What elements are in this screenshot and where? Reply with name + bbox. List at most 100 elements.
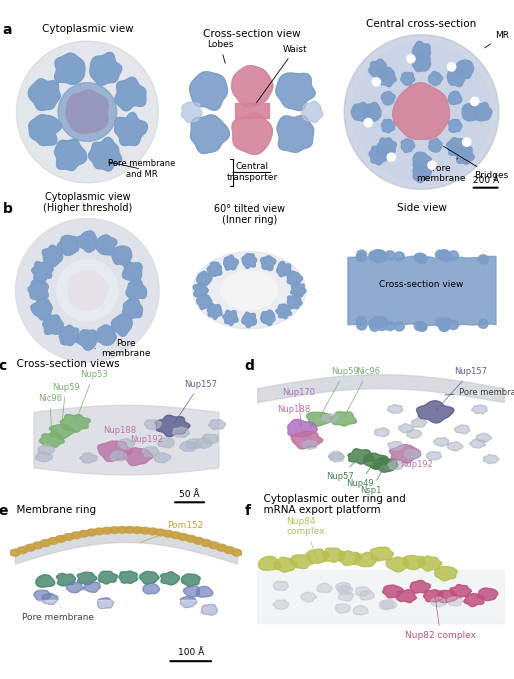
Polygon shape — [123, 448, 153, 466]
Polygon shape — [28, 280, 48, 300]
Polygon shape — [274, 557, 298, 572]
Polygon shape — [290, 555, 314, 569]
Polygon shape — [338, 591, 354, 601]
Polygon shape — [375, 428, 389, 437]
Polygon shape — [386, 557, 409, 572]
Polygon shape — [388, 405, 403, 414]
Polygon shape — [276, 73, 315, 111]
Polygon shape — [288, 420, 317, 437]
Polygon shape — [122, 299, 142, 318]
Polygon shape — [478, 588, 498, 601]
Circle shape — [369, 251, 379, 260]
Polygon shape — [431, 597, 446, 607]
Polygon shape — [331, 411, 357, 426]
Polygon shape — [15, 219, 159, 362]
Circle shape — [394, 252, 405, 261]
Circle shape — [387, 153, 395, 162]
Text: Cross-section view: Cross-section view — [379, 280, 464, 289]
Polygon shape — [401, 139, 415, 152]
Polygon shape — [287, 294, 302, 309]
Circle shape — [416, 253, 426, 263]
Polygon shape — [448, 597, 463, 606]
Polygon shape — [413, 152, 431, 171]
Polygon shape — [407, 429, 421, 438]
Circle shape — [94, 528, 104, 535]
Circle shape — [428, 161, 436, 169]
Circle shape — [439, 322, 450, 331]
Polygon shape — [195, 439, 212, 448]
Polygon shape — [381, 92, 395, 105]
Polygon shape — [336, 583, 351, 592]
Text: Nup59: Nup59 — [320, 367, 359, 416]
Circle shape — [478, 255, 488, 264]
Polygon shape — [76, 330, 97, 350]
Polygon shape — [353, 606, 368, 615]
Polygon shape — [383, 585, 403, 598]
Polygon shape — [203, 434, 218, 444]
Circle shape — [417, 255, 427, 263]
Polygon shape — [363, 103, 381, 121]
Circle shape — [439, 250, 450, 259]
Polygon shape — [57, 260, 118, 320]
Circle shape — [357, 321, 366, 330]
Polygon shape — [388, 441, 403, 450]
Polygon shape — [54, 53, 85, 84]
Circle shape — [373, 250, 382, 259]
Polygon shape — [393, 83, 449, 139]
Text: a: a — [3, 22, 12, 37]
Title: Central cross-section: Central cross-section — [366, 19, 476, 29]
Polygon shape — [224, 255, 238, 270]
Polygon shape — [38, 445, 54, 455]
Polygon shape — [344, 35, 499, 189]
Circle shape — [186, 536, 196, 543]
Polygon shape — [28, 79, 60, 110]
Polygon shape — [180, 597, 197, 608]
Text: Nup53: Nup53 — [76, 370, 107, 420]
Polygon shape — [322, 414, 338, 422]
Text: Pore
membrane: Pore membrane — [95, 339, 150, 358]
Polygon shape — [154, 453, 171, 463]
Circle shape — [407, 55, 415, 63]
Polygon shape — [32, 261, 53, 282]
Polygon shape — [58, 83, 117, 141]
Polygon shape — [356, 587, 371, 596]
Text: 100 Å: 100 Å — [177, 648, 204, 657]
Polygon shape — [301, 592, 317, 602]
Polygon shape — [412, 41, 430, 60]
Polygon shape — [67, 270, 108, 310]
Circle shape — [356, 316, 366, 325]
Circle shape — [178, 534, 189, 540]
Polygon shape — [291, 431, 323, 449]
Polygon shape — [338, 585, 353, 595]
Polygon shape — [360, 591, 374, 600]
Text: Lobes: Lobes — [207, 40, 233, 63]
Polygon shape — [96, 235, 117, 255]
Circle shape — [385, 321, 395, 331]
Polygon shape — [396, 589, 416, 602]
Circle shape — [109, 527, 120, 534]
Circle shape — [377, 321, 387, 331]
Polygon shape — [98, 598, 114, 608]
Polygon shape — [462, 103, 481, 121]
Polygon shape — [209, 420, 226, 429]
Polygon shape — [277, 115, 314, 152]
Polygon shape — [88, 137, 122, 171]
Polygon shape — [58, 236, 79, 255]
Circle shape — [364, 119, 372, 127]
Text: Nup188: Nup188 — [277, 405, 310, 437]
Circle shape — [439, 323, 449, 331]
Text: 200 Å: 200 Å — [472, 176, 499, 185]
Polygon shape — [99, 571, 118, 584]
Polygon shape — [84, 581, 100, 592]
Polygon shape — [173, 427, 190, 437]
Text: Nup192: Nup192 — [131, 435, 163, 454]
Polygon shape — [76, 231, 97, 252]
Polygon shape — [95, 325, 116, 345]
Polygon shape — [223, 310, 238, 325]
Circle shape — [201, 540, 211, 547]
Polygon shape — [207, 262, 222, 276]
Text: Cross-section views: Cross-section views — [10, 359, 120, 369]
Polygon shape — [410, 581, 430, 593]
Circle shape — [385, 251, 395, 260]
Text: Nsp1: Nsp1 — [361, 467, 384, 494]
